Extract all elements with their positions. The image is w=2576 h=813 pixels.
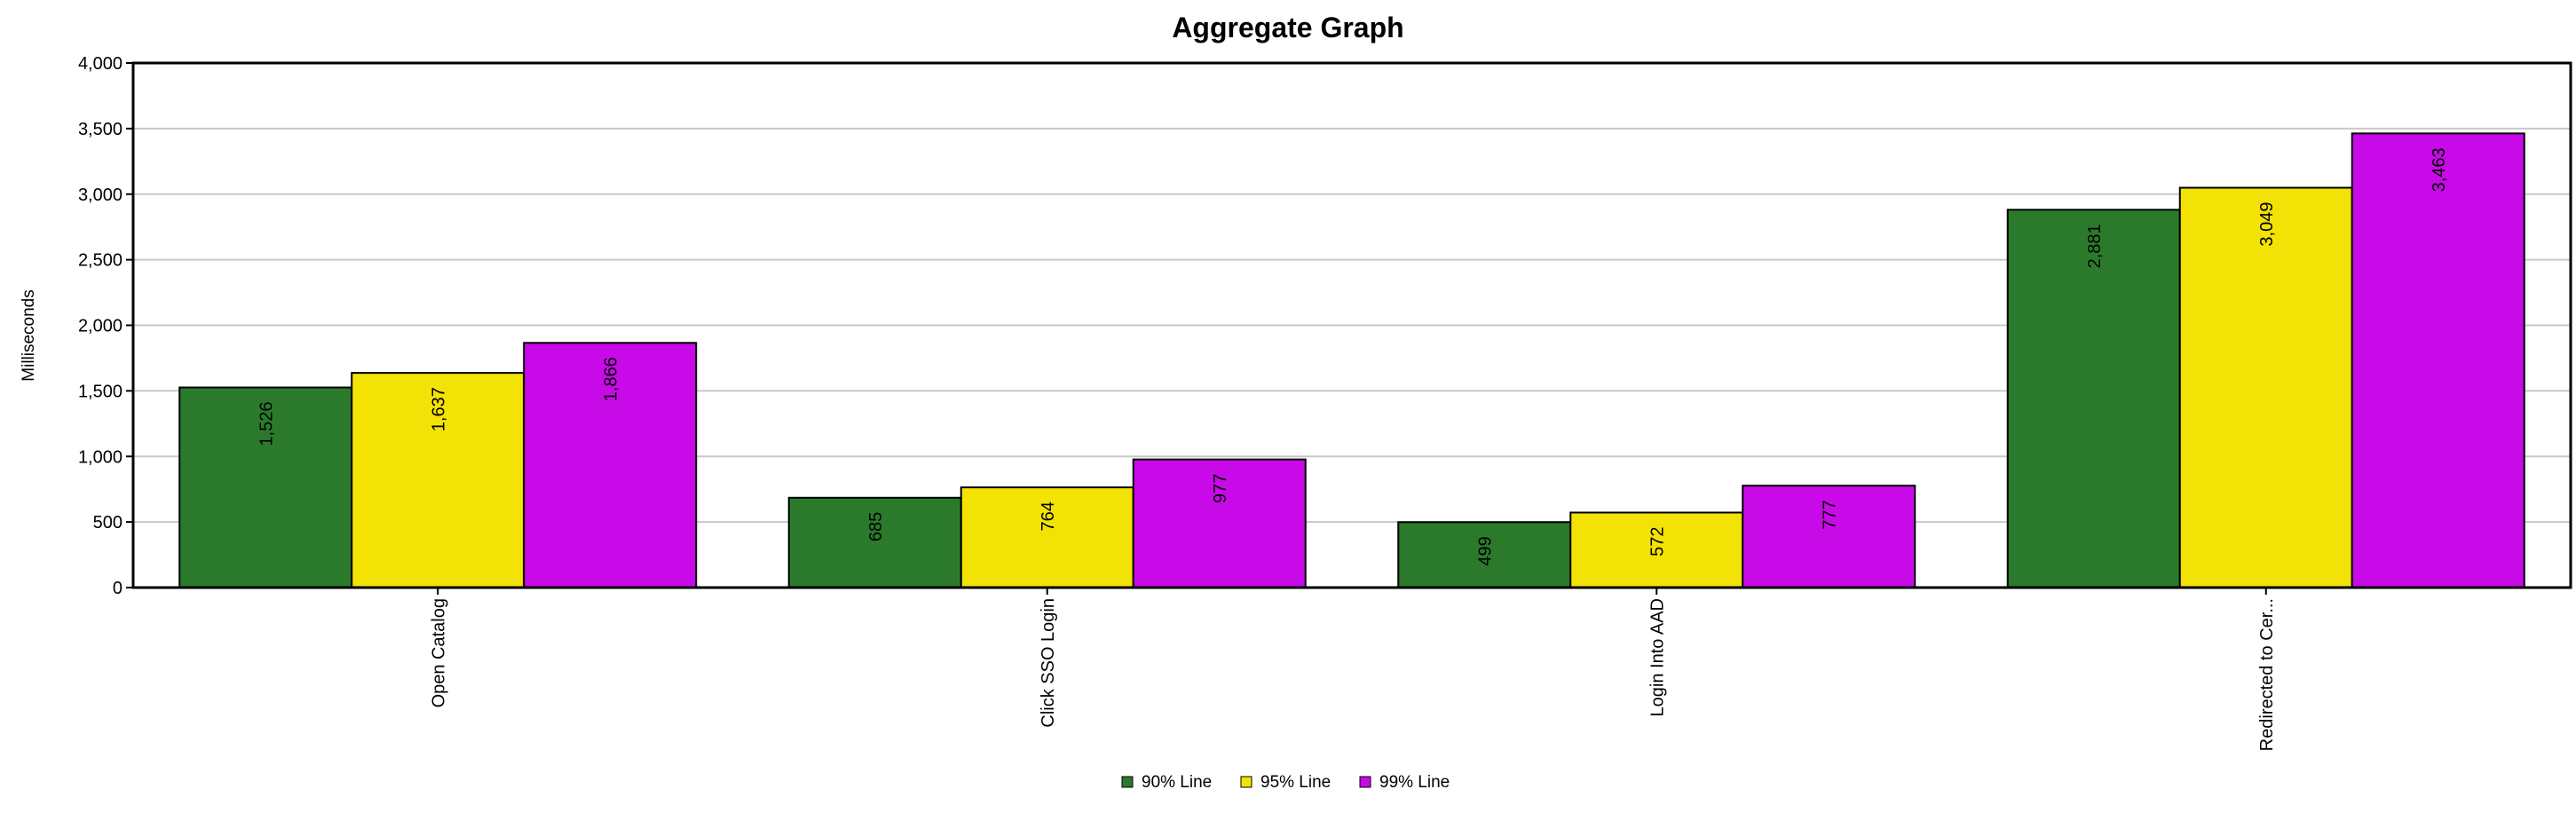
bar — [960, 486, 1134, 589]
legend-swatch — [1359, 776, 1371, 788]
bar — [1742, 485, 1916, 588]
data-label: 685 — [866, 512, 886, 541]
y-tick-label: 4,000 — [78, 54, 122, 74]
data-label: 1,866 — [601, 357, 620, 401]
category-label: Login Into AAD — [1648, 598, 1667, 716]
data-label: 764 — [1039, 501, 1058, 531]
bars — [178, 132, 2525, 589]
bar — [351, 372, 525, 588]
legend-entry: 95% Line — [1260, 773, 1331, 792]
data-label: 977 — [1211, 474, 1230, 503]
chart-title: Aggregate Graph — [1172, 12, 1403, 43]
data-label: 2,881 — [2085, 224, 2105, 268]
category-label: Redirected to Cer... — [2257, 598, 2277, 751]
legend-entry: 99% Line — [1379, 773, 1450, 792]
y-tick-label: 3,500 — [78, 120, 122, 139]
bar — [2006, 209, 2181, 588]
category-label: Open Catalog — [429, 598, 448, 707]
y-tick-label: 2,000 — [78, 317, 122, 336]
bar — [787, 496, 962, 589]
legend-swatch — [1121, 776, 1134, 788]
legend-entry: 90% Line — [1142, 773, 1212, 792]
y-tick-labels: 0 500 1,000 1,500 2,000 2,500 3,000 3,500 4,000 — [78, 54, 133, 598]
data-label: 777 — [1820, 500, 1839, 529]
y-tick-label: 1,500 — [78, 382, 122, 401]
data-label: 1,526 — [257, 402, 276, 446]
data-label: 572 — [1648, 526, 1667, 556]
data-labels: 1,526 1,637 1,866 685 764 977 499 572 777 2,881 3,… — [257, 147, 2449, 565]
bar — [1132, 458, 1307, 588]
y-tick-label: 2,500 — [78, 251, 122, 271]
bar — [2351, 132, 2525, 589]
y-tick-label: 3,000 — [78, 185, 122, 205]
category-label: Click SSO Login — [1039, 598, 1058, 728]
data-label: 1,637 — [429, 387, 448, 431]
data-label: 499 — [1475, 536, 1495, 565]
y-tick-label: 0 — [113, 579, 122, 598]
y-tick-label: 1,000 — [78, 447, 122, 467]
y-tick-label: 500 — [93, 513, 122, 533]
legend-swatch — [1240, 776, 1252, 788]
bar — [1397, 521, 1572, 589]
category-labels: Open Catalog Click SSO Login Login Into AA… — [429, 588, 2277, 751]
bar — [523, 342, 698, 588]
y-axis-label: Milliseconds — [20, 289, 38, 381]
data-label: 3,049 — [2257, 202, 2277, 247]
bar — [2178, 186, 2353, 588]
legend: 90% Line 95% Line 99% Line — [1121, 773, 1450, 792]
data-label: 3,463 — [2430, 147, 2449, 192]
